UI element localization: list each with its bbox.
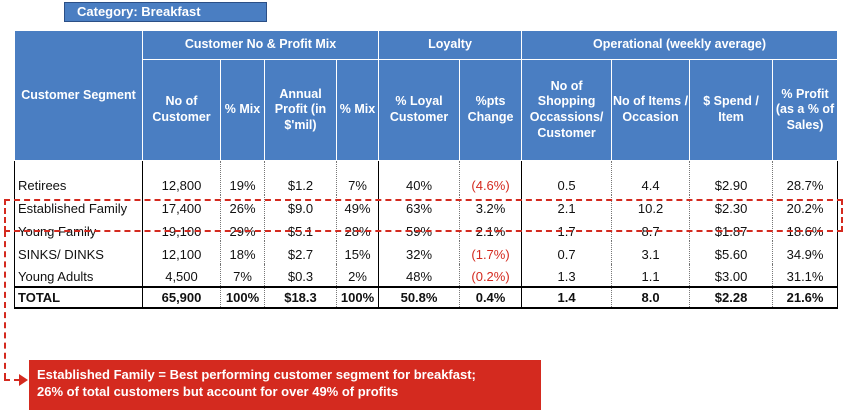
table-row: Young Family 19,100 29% $5.1 28% 59% 2.1% 1.7 8.… (14, 217, 839, 241)
table-cell: 40% (378, 160, 460, 195)
segment-name: Retirees (14, 160, 143, 195)
header-annual-profit: Annual Profit (in $'mil) (264, 59, 337, 161)
table-row: SINKS/ DINKS 12,100 18% $2.7 15% 32% (1.7%) 0.7… (14, 240, 839, 264)
table-cell: 19% (220, 160, 265, 195)
table-cell: (4.6%) (459, 160, 522, 195)
header-profit-pct-sales: % Profit (as a % of Sales) (772, 59, 839, 161)
header-customer-segment: Customer Segment (14, 30, 143, 161)
table-cell: 12,100 (142, 240, 221, 264)
segment-table: Customer Segment Customer No & Profit Mi… (14, 30, 839, 309)
header-customer-mix: % Mix (220, 59, 265, 161)
table-cell: 0.5 (521, 160, 612, 195)
table-cell: 7% (335, 160, 379, 195)
table-cell: 50.8% (378, 285, 460, 309)
header-profit-mix: % Mix (335, 59, 380, 161)
table-cell: (1.7%) (459, 240, 522, 264)
header-pts-change: %pts Change (459, 59, 523, 161)
segment-name: TOTAL (14, 285, 143, 309)
table-cell: 28.7% (772, 160, 839, 195)
header-shopping-occasions: No of Shopping Occassions/ Customer (521, 59, 613, 161)
table-cell: 0.4% (459, 285, 522, 309)
highlight-box (4, 199, 843, 232)
segment-name: Young Adults (14, 263, 143, 287)
table-cell: $2.28 (689, 285, 773, 309)
header-group-loyalty: Loyalty (378, 30, 523, 60)
header-loyal-customer: % Loyal Customer (378, 59, 461, 161)
total-row: TOTAL 65,900 100% $18.3 100% 50.8% 0.4% 1.4 8.0 $… (14, 285, 839, 309)
table-cell: $18.3 (264, 285, 337, 309)
table-cell: 1.3 (521, 263, 612, 287)
table-cell: $2.7 (264, 240, 337, 264)
arrow-right-icon (19, 374, 28, 386)
table-cell: 7% (220, 263, 265, 287)
table-cell: 18% (220, 240, 265, 264)
header-items-per-occasion: No of Items / Occasion (611, 59, 691, 161)
table-cell: 12,800 (142, 160, 221, 195)
header-no-of-customer: No of Customer (142, 59, 221, 161)
header-spend-per-item: $ Spend / Item (689, 59, 774, 161)
segment-name: SINKS/ DINKS (14, 240, 143, 264)
table-cell: 4,500 (142, 263, 221, 287)
table-cell: $0.3 (264, 263, 337, 287)
table-cell: $2.90 (689, 160, 773, 195)
table-cell: 100% (220, 285, 265, 309)
table-cell: (0.2%) (459, 263, 522, 287)
callout-leader-line-horizontal (4, 379, 20, 381)
table-cell: 3.1 (611, 240, 690, 264)
callout-line-2: 26% of total customers but account for o… (37, 383, 399, 399)
table-cell: 4.4 (611, 160, 690, 195)
table-cell: 15% (335, 240, 379, 264)
header-group-operational: Operational (weekly average) (521, 30, 839, 60)
table-cell: $3.00 (689, 263, 773, 287)
table-cell: $5.60 (689, 240, 773, 264)
table-cell: 31.1% (772, 263, 839, 287)
category-label: Category: Breakfast (64, 2, 267, 22)
table-cell: 2% (335, 263, 379, 287)
table-cell: 65,900 (142, 285, 221, 309)
table-cell: $1.2 (264, 160, 337, 195)
table-row: Young Adults 4,500 7% $0.3 2% 48% (0.2%) 1.3 1.1… (14, 263, 839, 287)
table-cell: 29% (220, 217, 265, 241)
table-cell: 0.7 (521, 240, 612, 264)
table-row: Retirees 12,800 19% $1.2 7% 40% (4.6%) 0.5 4.4 $2… (14, 160, 839, 195)
table-cell: 1.4 (521, 285, 612, 309)
table-cell: 48% (378, 263, 460, 287)
header-group-mix: Customer No & Profit Mix (141, 30, 380, 60)
table-body: Retirees 12,800 19% $1.2 7% 40% (4.6%) 0.5 4.4 $2… (14, 160, 839, 309)
callout-line-1: Established Family = Best performing cus… (37, 367, 476, 382)
table-cell: 32% (378, 240, 460, 264)
table-cell: 21.6% (772, 285, 839, 309)
callout-box: Established Family = Best performing cus… (29, 360, 541, 410)
table-cell: 34.9% (772, 240, 839, 264)
table-cell: $1.87 (689, 217, 773, 241)
callout-leader-line (4, 231, 6, 379)
table-cell: 100% (335, 285, 379, 309)
table-cell: 1.1 (611, 263, 690, 287)
table-cell: 8.0 (611, 285, 690, 309)
